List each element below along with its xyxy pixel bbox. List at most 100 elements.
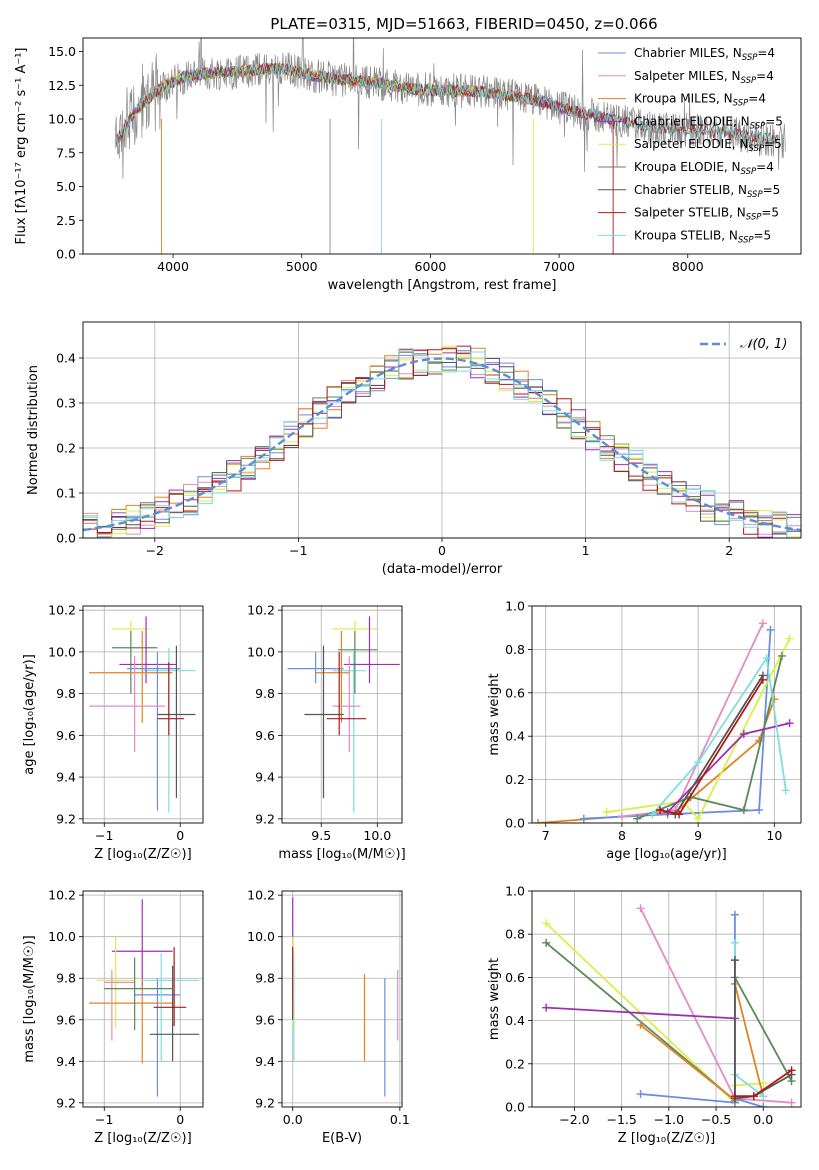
x-tick-label: 2 bbox=[725, 543, 733, 558]
x-axis-label: wavelength [Angstrom, rest frame] bbox=[328, 278, 557, 293]
errorbar-kroupa_miles bbox=[89, 978, 173, 1064]
y-axis-label: mass weight bbox=[487, 673, 502, 755]
errorbar-salpeter_miles bbox=[332, 656, 361, 753]
axes-frame bbox=[82, 37, 802, 255]
y-tick-label: 0.0 bbox=[56, 247, 76, 262]
y-tick-label: 2.5 bbox=[56, 213, 76, 228]
histogram-kroupa_elodie bbox=[83, 350, 801, 538]
x-axis-label: Z [log₁₀(Z/Z☉)] bbox=[94, 847, 191, 862]
spectrum-plot-area bbox=[114, 38, 786, 254]
y-tick-label: 0.6 bbox=[505, 685, 525, 700]
z-weight-plot-area bbox=[542, 904, 796, 1107]
y-tick-label: 0.4 bbox=[56, 351, 76, 366]
weight-marker bbox=[777, 651, 786, 660]
y-tick-label: 15.0 bbox=[48, 44, 76, 59]
y-tick-label: 0.8 bbox=[505, 927, 525, 942]
weight-marker bbox=[534, 819, 543, 823]
weight-marker bbox=[675, 810, 684, 819]
weight-marker bbox=[648, 810, 657, 819]
y-tick-label: 9.8 bbox=[56, 686, 76, 701]
x-tick-label: −1 bbox=[289, 543, 307, 558]
weight-marker bbox=[749, 1092, 758, 1101]
y-tick-label: 9.2 bbox=[255, 811, 275, 826]
weight-marker bbox=[542, 919, 551, 928]
x-tick-label: 1 bbox=[582, 543, 590, 558]
legend-label-chabrier_miles: Chabrier MILES, NSSP=4 bbox=[634, 46, 775, 63]
weight-line bbox=[636, 655, 783, 820]
weight-marker bbox=[730, 910, 739, 919]
weight-marker bbox=[636, 904, 645, 913]
model-spectrum-kroupa_stelib bbox=[116, 63, 778, 146]
errorbar-chabrier_stelib bbox=[157, 645, 196, 798]
y-tick-label: 9.2 bbox=[56, 811, 76, 826]
y-tick-label: 0.2 bbox=[505, 1056, 525, 1071]
z-age-axes: −1 0 9.2 9.4 9.6 9.8 10.0 10.2 Z [log₁₀(Z/Z☉)] ag… bbox=[22, 603, 204, 862]
legend-label-kroupa_elodie: Kroupa ELODIE, NSSP=4 bbox=[634, 160, 774, 177]
ebv-mass-axes: 0.0 0.1 9.2 9.4 9.6 9.8 10.0 10.2 E(B-V) bbox=[247, 888, 410, 1146]
x-tick-label: −1 bbox=[95, 828, 113, 843]
errorbar-kroupa_miles bbox=[89, 631, 173, 723]
weight-marker bbox=[755, 805, 764, 814]
x-tick-label: 7 bbox=[542, 828, 550, 843]
y-tick-label: 1.0 bbox=[505, 599, 525, 614]
y-tick-label: 9.8 bbox=[255, 971, 275, 986]
y-tick-label: 10.2 bbox=[48, 888, 76, 903]
y-tick-label: 10.0 bbox=[247, 929, 275, 944]
normal-curve bbox=[83, 357, 801, 532]
weight-marker bbox=[759, 1103, 768, 1107]
errorbar-kroupa_elodie bbox=[338, 631, 378, 694]
x-tick-label: 5000 bbox=[286, 259, 318, 274]
errorbar-chabrier_elodie bbox=[111, 899, 173, 989]
mass-age-plot-area bbox=[287, 616, 400, 813]
x-tick-label: 4000 bbox=[157, 259, 189, 274]
weight-marker bbox=[787, 1098, 796, 1107]
y-axis-label: mass weight bbox=[487, 958, 502, 1040]
x-tick-label: 6000 bbox=[415, 259, 447, 274]
weight-marker bbox=[739, 805, 748, 814]
weight-series-chabrier_stelib bbox=[671, 671, 767, 819]
weight-marker bbox=[617, 812, 626, 821]
x-axis-label: (data-model)/error bbox=[382, 562, 503, 577]
weight-marker bbox=[785, 634, 794, 643]
axes-frame bbox=[82, 605, 204, 824]
spectrum-legend: Chabrier MILES, NSSP=4 Salpeter MILES, NS… bbox=[598, 46, 783, 245]
weight-marker bbox=[758, 675, 767, 684]
errorbar-chabrier_elodie bbox=[343, 616, 400, 684]
weight-marker bbox=[542, 938, 551, 947]
y-tick-label: 9.6 bbox=[56, 728, 76, 743]
y-axis-label: Flux [fλ10⁻¹⁷ erg cm⁻² s⁻¹ A⁻¹] bbox=[14, 48, 29, 245]
legend-label-salpeter_stelib: Salpeter STELIB, NSSP=5 bbox=[634, 206, 779, 223]
weight-line bbox=[583, 629, 772, 820]
spectrum-axes: 4000 5000 6000 7000 8000 0.0 2.5 5.0 7.5 10.0 12.5… bbox=[14, 15, 802, 293]
mass-age-axes: 9.5 10.0 9.2 9.4 9.6 9.8 10.0 10.2 mass [log₁₀(M… bbox=[247, 603, 406, 862]
legend-label-chabrier_stelib: Chabrier STELIB, NSSP=5 bbox=[634, 183, 780, 200]
x-tick-label: 9.5 bbox=[311, 828, 331, 843]
weight-marker bbox=[785, 719, 794, 728]
x-tick-label: 10.0 bbox=[363, 828, 391, 843]
y-tick-label: 10.0 bbox=[48, 112, 76, 127]
y-tick-label: 12.5 bbox=[48, 78, 76, 93]
y-tick-label: 9.4 bbox=[56, 1054, 76, 1069]
weight-line bbox=[640, 914, 764, 1107]
y-tick-label: 0.8 bbox=[505, 642, 525, 657]
y-tick-label: 0.0 bbox=[505, 816, 525, 831]
weight-line bbox=[606, 638, 791, 821]
axes-frame bbox=[531, 605, 802, 824]
weight-marker bbox=[730, 956, 739, 965]
errorbar-salpeter_stelib bbox=[326, 651, 367, 736]
y-tick-label: 0.4 bbox=[505, 1013, 525, 1028]
y-tick-label: 10.0 bbox=[48, 929, 76, 944]
weight-series-salpeter_stelib bbox=[730, 1066, 796, 1101]
weight-series-salpeter_miles bbox=[617, 619, 767, 821]
weight-line bbox=[734, 960, 793, 1100]
errorbar-chabrier_miles bbox=[134, 978, 181, 1097]
errorbar-chabrier_stelib bbox=[149, 965, 200, 1062]
y-tick-label: 9.8 bbox=[255, 686, 275, 701]
weight-marker bbox=[694, 758, 703, 767]
y-tick-label: 9.4 bbox=[255, 1054, 275, 1069]
y-axis-label: Normed distribution bbox=[26, 365, 41, 495]
x-tick-label: 0.0 bbox=[283, 1112, 303, 1127]
y-tick-label: 9.6 bbox=[255, 1012, 275, 1027]
z-mass-axes: −1 0 9.2 9.4 9.6 9.8 10.0 10.2 Z [log₁₀(Z/Z☉)] ma… bbox=[22, 888, 204, 1146]
